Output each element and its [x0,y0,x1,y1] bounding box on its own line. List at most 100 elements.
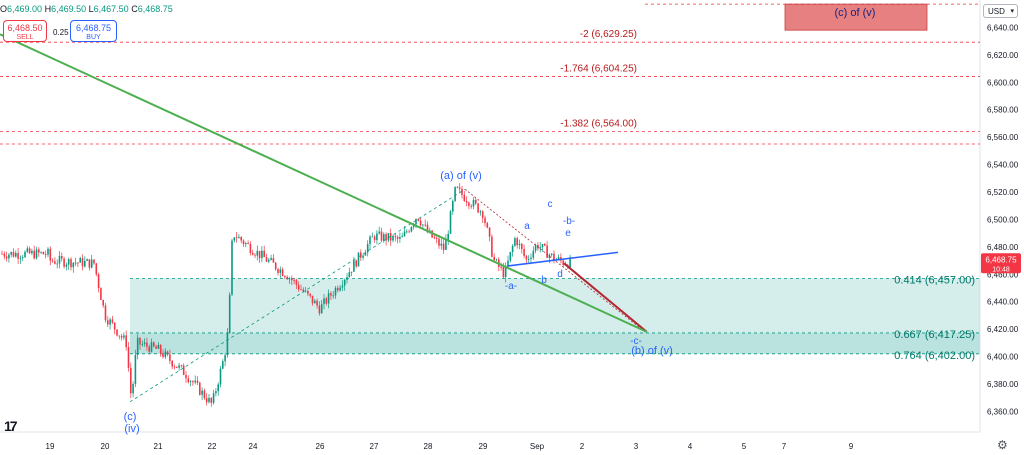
candle-body [72,262,75,268]
candle-body [109,319,111,325]
candle-body [511,245,514,252]
y-tick-label: 6,600.00 [987,78,1019,87]
candle-body [463,194,466,202]
x-tick-label: 28 [424,442,433,451]
candle-body [553,253,555,261]
candle-body [392,235,394,241]
fib-level-label: -1.764 (6,604.25) [560,63,637,74]
candle-body [376,233,378,241]
candle-body [166,351,169,355]
candle-body [334,287,337,296]
candle-body [155,346,157,349]
currency-selector[interactable]: USD ▾ [983,4,1018,18]
candle-body [318,305,321,314]
candle-body [222,361,224,369]
candle-body [348,272,351,278]
fib-level-label: 0.667 (6,417.25) [894,329,975,341]
candle-body [187,378,190,383]
buy-button[interactable]: 6,468.75 BUY [70,20,117,42]
candle-body [5,256,8,259]
candle-body [33,250,35,259]
trend-line [506,251,619,267]
gear-icon[interactable]: ⚙ [997,438,1008,452]
x-tick-label: 29 [479,442,488,451]
candle-body [495,259,498,261]
candle-body [399,237,401,239]
candle-body [226,333,229,356]
sell-label: SELL [16,34,34,41]
x-tick-label: 21 [154,442,163,451]
candle-body [84,260,86,267]
x-tick-label: 7 [782,442,787,451]
candle-body [228,294,231,334]
price-axis-panel [980,0,1024,455]
candle-body [224,355,226,362]
sell-button[interactable]: 6,468.50 SELL [3,20,47,42]
candle-body [378,231,380,234]
candle-body [502,266,505,278]
candle-body [357,252,360,267]
candle-body [178,365,180,368]
candle-body [251,252,254,255]
candle-body [125,335,127,348]
candle-body [307,290,309,294]
x-tick-label: Sep [530,442,545,451]
fib-zone-lower [130,332,980,354]
candle-body [136,337,139,355]
candle-body [146,342,148,347]
candle-body [148,346,150,352]
candle-body [159,345,162,354]
candle-body [123,335,125,338]
candle-body [544,244,546,246]
candle-body [509,251,512,261]
candle-body [364,252,367,256]
candle-body [394,235,397,237]
wave-label: -c- [630,336,642,347]
candle-body [265,257,268,262]
candle-body [8,254,10,259]
candle-body [219,368,222,385]
fib-level-label: -1.382 (6,564.00) [560,119,637,130]
candle-body [95,263,98,275]
candle-body [77,262,79,264]
candle-body [205,398,208,403]
y-tick-label: 6,560.00 [987,133,1019,142]
x-tick-label: 27 [370,442,379,451]
candle-body [171,360,173,367]
candle-body [337,287,339,291]
candle-body [550,253,553,255]
last-price-timer: 10:48 [992,266,1010,273]
candle-body [383,234,385,241]
candle-body [240,237,242,241]
candle-body [539,247,541,249]
candle-body [288,278,291,280]
candle-body [433,237,436,239]
candle-body [58,256,61,264]
wave-label: (iv) [124,423,139,435]
candle-body [484,217,486,224]
wave-label: b [541,275,547,286]
candle-body [47,248,49,255]
candle-body [281,269,284,276]
candle-body [417,218,420,221]
candle-body [373,236,376,241]
candle-body [355,260,357,267]
last-price-value: 6,468.75 [985,255,1017,264]
y-tick-label: 6,580.00 [987,106,1019,115]
candle-body [297,284,300,290]
candle-body [327,293,330,304]
fib-zone-upper [130,278,980,333]
candle-body [422,224,424,226]
candle-body [157,345,160,349]
candle-body [330,293,332,296]
y-tick-label: 6,620.00 [987,51,1019,60]
candle-body [28,248,31,254]
candle-body [118,335,121,337]
wave-label: -a- [505,281,517,292]
candle-body [569,257,571,268]
candle-body [424,224,426,226]
candle-body [302,289,305,292]
candle-body [396,236,399,239]
candle-body [150,342,153,352]
